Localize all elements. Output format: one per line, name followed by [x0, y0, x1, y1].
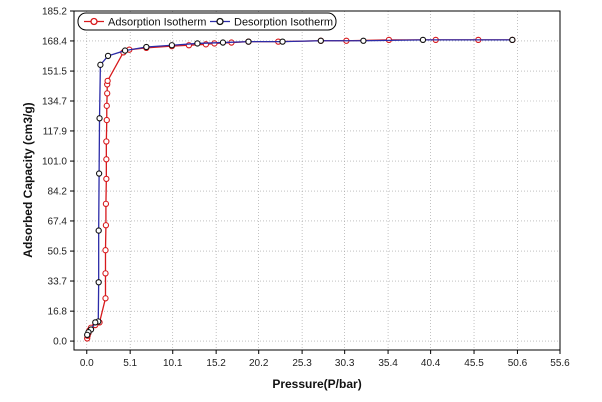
data-point: [509, 36, 516, 44]
data-point: [317, 37, 324, 44]
data-point: [143, 43, 150, 51]
data-point: [102, 247, 109, 254]
legend-desorption-marker: [216, 17, 224, 26]
x-tick-label: 25.3: [292, 358, 312, 369]
y-tick-label: 84.2: [48, 187, 68, 198]
data-point: [245, 38, 252, 45]
y-axis-title: Adsorbed Capacity (cm3/g): [21, 102, 35, 257]
y-axis-ticks: 0.0 16.8 33.7 50.5 67.4 84.2 101.0 117.9 134.7 15…: [42, 7, 74, 348]
x-tick-label: 15.2: [206, 358, 226, 369]
x-tick-label: 0.0: [80, 358, 94, 369]
x-axis-ticks: 0.0 5.1 10.1 15.2 20.2 25.3 30.3 35.4 40.4 45.5 50…: [80, 350, 570, 369]
data-point: [84, 331, 91, 339]
data-point: [102, 200, 110, 207]
x-tick-label: 50.6: [508, 358, 528, 369]
grid-lines: [74, 10, 561, 350]
legend-adsorption-marker: [90, 17, 98, 26]
data-point: [104, 90, 111, 97]
y-tick-label: 16.8: [48, 307, 68, 318]
data-point: [168, 42, 176, 49]
data-point: [102, 270, 109, 277]
data-point: [95, 170, 103, 177]
x-tick-label: 5.1: [123, 358, 137, 369]
y-tick-label: 151.5: [42, 67, 67, 78]
data-point: [219, 39, 227, 46]
legend: Adsorption Isotherm Desorption Isotherm: [77, 12, 337, 31]
x-tick-label: 30.3: [335, 358, 355, 369]
plot-frame: [73, 10, 561, 351]
data-point: [419, 36, 427, 44]
x-tick-label: 45.5: [464, 358, 484, 369]
y-tick-label: 168.4: [42, 36, 67, 47]
data-point: [102, 295, 109, 302]
data-point: [194, 40, 201, 47]
y-tick-label: 134.7: [42, 97, 67, 108]
series-layer: [84, 36, 516, 342]
data-point: [103, 116, 110, 124]
data-point: [103, 156, 110, 163]
x-tick-label: 35.4: [378, 358, 398, 369]
x-tick-label: 40.4: [421, 358, 441, 369]
y-tick-label: 33.7: [48, 277, 68, 288]
y-tick-label: 101.0: [42, 157, 67, 168]
x-tick-label: 10.1: [163, 358, 183, 369]
y-tick-label: 50.5: [48, 247, 68, 258]
data-point: [97, 61, 104, 68]
plot-background: [74, 11, 560, 350]
legend-desorption-label: Desorption Isotherm: [234, 17, 333, 29]
y-tick-label: 117.9: [43, 126, 68, 137]
y-tick-label: 185.2: [42, 7, 67, 18]
legend-adsorption-label: Adsorption Isotherm: [108, 17, 206, 29]
series-desorption: [84, 36, 516, 339]
data-point: [103, 175, 110, 183]
data-point: [279, 38, 286, 45]
x-axis-title: Pressure(P/bar): [272, 377, 361, 391]
data-point: [95, 227, 102, 234]
y-tick-label: 0.0: [53, 337, 67, 348]
data-point: [102, 222, 110, 229]
data-point: [104, 77, 111, 85]
data-point: [121, 47, 129, 54]
data-point: [103, 138, 110, 145]
x-tick-label: 55.6: [550, 358, 570, 369]
x-tick-label: 20.2: [249, 358, 269, 369]
data-point: [95, 279, 102, 286]
data-point: [103, 102, 110, 109]
legend-box: [77, 12, 337, 31]
y-tick-label: 67.4: [48, 216, 68, 227]
data-point: [104, 52, 112, 60]
data-point: [96, 115, 103, 122]
data-point: [360, 37, 367, 44]
data-point: [92, 319, 99, 326]
